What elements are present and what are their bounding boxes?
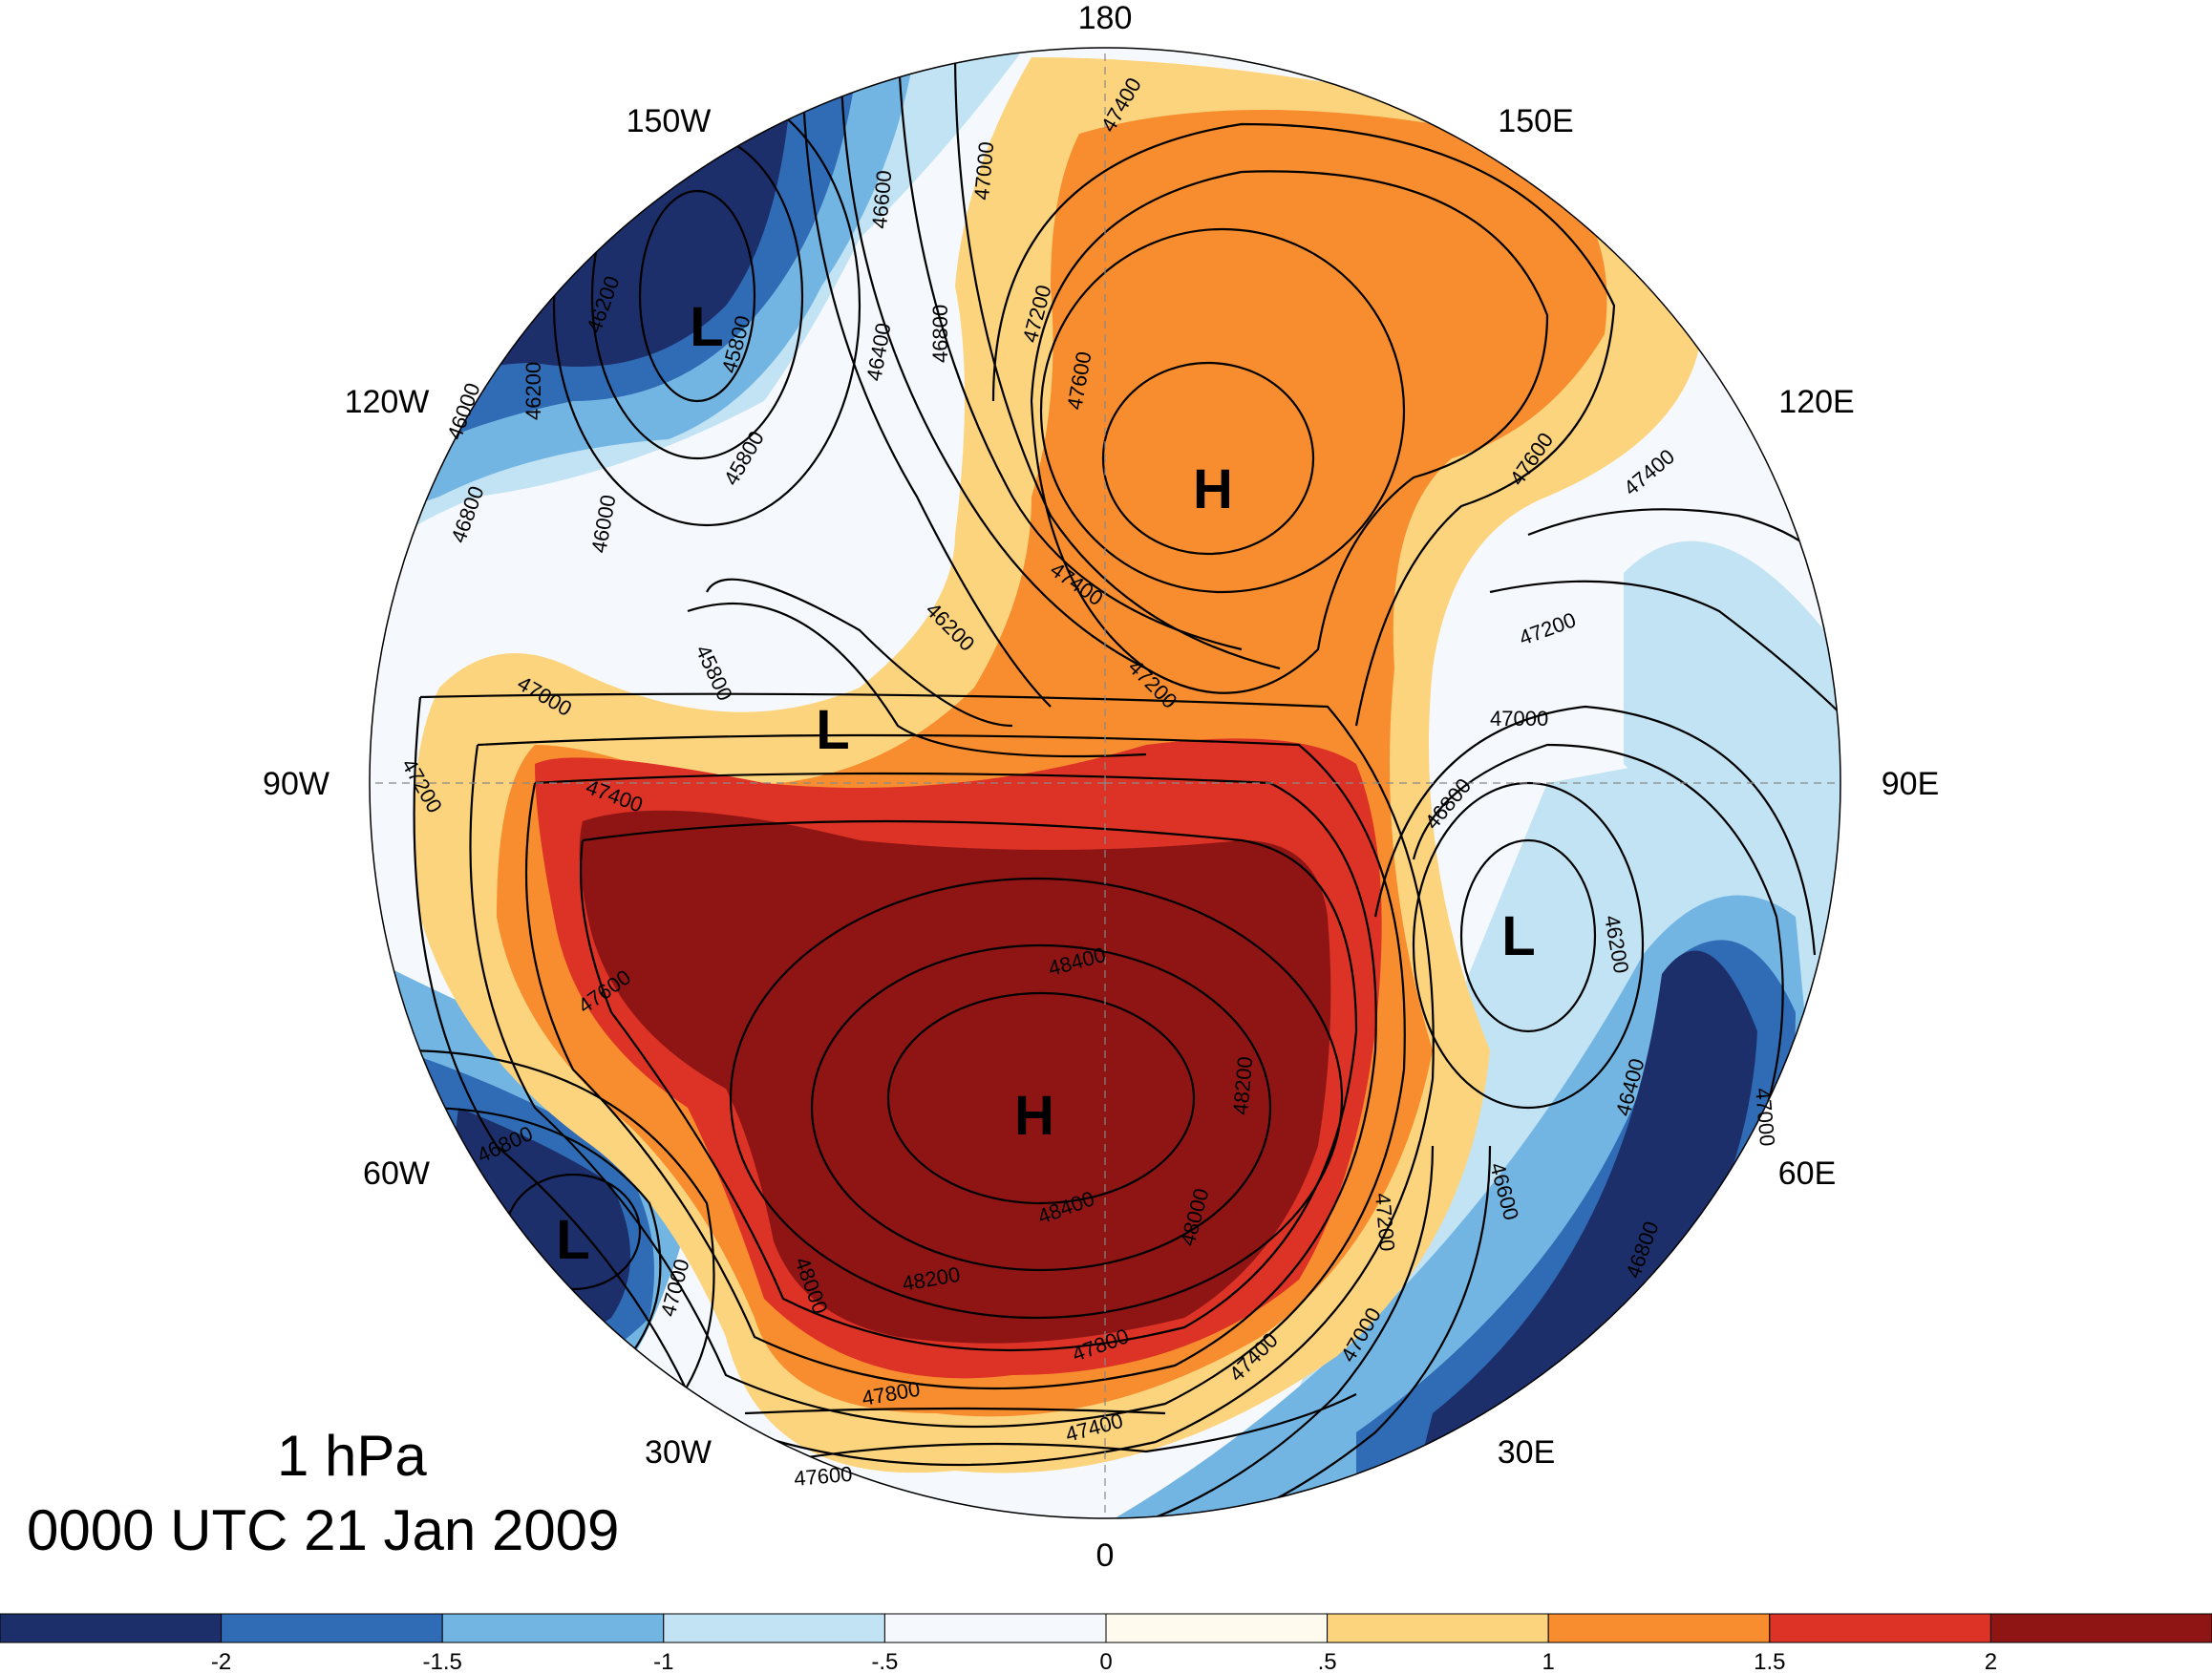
colorbar-tick-label: -1.5 [423,1649,462,1674]
contour-line [419,1106,662,1395]
contour-value-label: 47600 [793,1462,853,1491]
lon-label: 60E [1778,1155,1837,1192]
contour-line [896,48,1243,651]
colorbar-swatch [1327,1613,1549,1643]
colorbar-tick-label: -1 [653,1649,673,1674]
contour-line [1039,227,1406,594]
contour-value-label: 48200 [1228,1055,1257,1115]
contour-line [638,189,756,403]
contour-line [687,602,1147,758]
contour-line [1412,781,1645,1110]
contour-line [744,1407,1166,1415]
contour-value-label: 47200 [1371,1192,1399,1252]
colorbar: -2 -1.5 -1 -.5 0 .5 1 1.5 2 [0,1613,2212,1674]
contour-line [1459,838,1597,1033]
lon-label: 30W [645,1434,712,1471]
map-boundary [369,47,1841,1519]
colorbar-swatch [441,1613,665,1643]
colorbar-swatch [883,1613,1107,1643]
contour-value-label: 46200 [521,362,545,420]
colorbar-swatch [1769,1613,1991,1643]
lon-label: 180 [1078,0,1133,36]
colorbar-swatch [221,1613,443,1643]
contour-line [1489,580,1840,727]
lon-label: 0 [1096,1537,1115,1574]
colorbar-swatch [1547,1613,1771,1643]
contour-line [839,48,1147,669]
contour-line [469,733,1406,1429]
contour-value-label: 46600 [867,169,896,229]
colorbar-tick-label: 2 [1985,1649,1997,1674]
contour-line [953,48,1281,670]
colorbar-tick-label: -2 [211,1649,231,1674]
contour-line [400,1049,715,1433]
colorbar-tick-label: -.5 [871,1649,898,1674]
colorbar-swatch [1105,1613,1329,1643]
colorbar-tick-label: 1 [1542,1649,1555,1674]
colorbar-swatch [0,1613,223,1643]
contour-line [1101,361,1315,556]
colorbar-swatch [663,1613,885,1643]
low-center-label: L [556,1209,589,1271]
contour-line [782,1393,1357,1463]
lon-label: 30E [1498,1434,1556,1471]
contour-value-label: 47000 [969,140,998,201]
contour-line [1126,1145,1435,1518]
contour-line [800,48,1052,708]
lon-label: 90W [263,766,330,802]
lon-label: 150W [627,103,712,139]
contour-line [991,122,1616,727]
longitude-labels: 180 150E 120E 90E 60E 30E 0 30W 60W 90W … [263,0,1939,1574]
contour-value-label: 47000 [1751,1087,1779,1147]
contour-line [1373,705,1817,956]
colorbar-tick-label: 0 [1099,1649,1112,1674]
valid-time-title: 0000 UTC 21 Jan 2009 [27,1498,620,1562]
contour-line [810,943,1272,1272]
lon-label: 120W [345,384,430,420]
contour-value-label: 46800 [928,305,952,363]
pressure-level-title: 1 hPa [277,1424,427,1488]
lon-label: 120E [1778,384,1854,420]
contour-line [729,877,1344,1320]
colorbar-tick-label: .5 [1318,1649,1337,1674]
contour-line [706,578,1013,728]
low-center-label: L [816,699,849,761]
low-center-label: L [1501,905,1535,967]
contour-line [413,692,1435,1467]
high-center-label: H [1014,1085,1054,1147]
contour-line [579,819,1358,1352]
contour-line [886,991,1196,1205]
colorbar-swatch [1989,1613,2212,1643]
lon-label: 90E [1882,766,1940,802]
lon-label: 60W [363,1155,430,1192]
colorbar-tick-label: 1.5 [1754,1649,1785,1674]
pressure-centers: L L L L H H [556,296,1535,1271]
lon-label: 150E [1498,103,1573,139]
graticule [370,48,1840,1518]
high-center-label: H [1193,458,1233,520]
low-center-label: L [690,296,723,358]
contour-value-label: 47000 [1490,707,1548,731]
